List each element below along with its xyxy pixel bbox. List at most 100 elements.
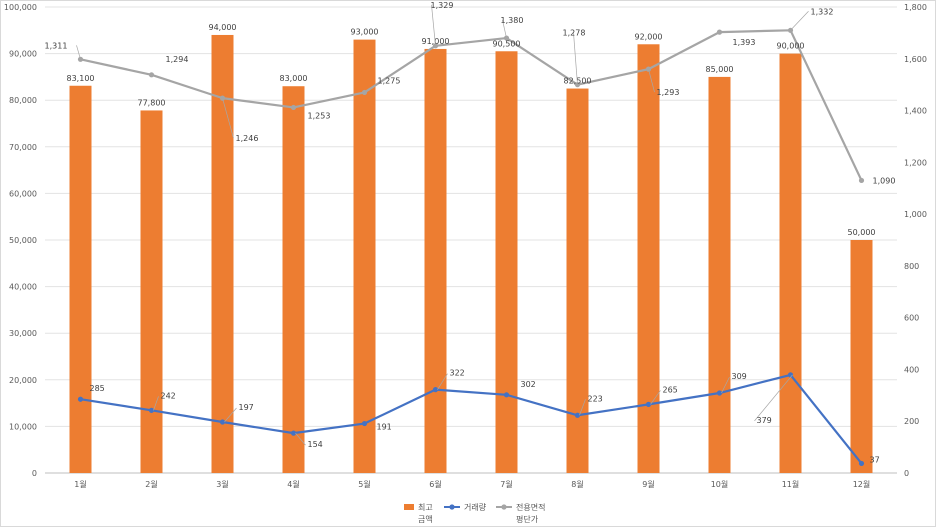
unit-price-data-label: 1,329 (431, 1, 454, 10)
left-y-axis: 0 10,000 20,000 30,000 40,000 50,000 60,000 70,… (4, 3, 37, 478)
legend-swatch-marker (449, 504, 455, 510)
left-tick-label: 40,000 (9, 283, 37, 292)
bar (69, 85, 92, 473)
volume-data-label: 302 (521, 380, 536, 389)
data-labels: 83,100 77,800 94,000 83,000 93,000 91,000 90,5… (45, 1, 896, 465)
volume-point (77, 396, 84, 402)
bar-data-label: 93,000 (351, 28, 379, 37)
right-tick-label: 1,200 (904, 158, 927, 167)
right-tick-label: 1,600 (904, 55, 927, 64)
bar-data-label: 77,800 (138, 98, 166, 107)
leader-line (754, 374, 793, 422)
volume-data-label: 242 (161, 391, 176, 400)
bar-data-label: 83,000 (280, 74, 308, 83)
left-tick-label: 70,000 (9, 143, 37, 152)
x-tick-label: 6월 (429, 479, 441, 489)
leader-line (437, 373, 448, 390)
volume-data-label: 154 (308, 440, 323, 449)
bar (637, 44, 660, 473)
volume-point (858, 460, 865, 467)
bar (850, 240, 873, 473)
unit-price-data-label: 1,246 (236, 134, 259, 143)
unit-price-data-label: 1,275 (378, 76, 401, 85)
legend-label-line2: 금액 (418, 514, 433, 524)
x-tick-label: 2월 (145, 479, 157, 489)
leader-line (650, 390, 661, 405)
volume-data-label: 37 (870, 455, 880, 464)
bar (424, 48, 447, 473)
right-tick-label: 400 (904, 365, 919, 374)
x-tick-label: 11월 (782, 479, 800, 489)
leader-line (502, 19, 507, 39)
x-tick-label: 4월 (287, 479, 299, 489)
legend-label: 전용면적 (516, 502, 545, 512)
volume-point (432, 387, 439, 393)
bar (566, 88, 589, 474)
x-tick-label: 8월 (571, 479, 583, 489)
right-tick-label: 1,800 (904, 3, 927, 12)
x-tick-label: 12월 (853, 479, 871, 489)
left-tick-label: 50,000 (9, 236, 37, 245)
leader-line (76, 45, 81, 60)
unit-price-data-label: 1,393 (733, 38, 756, 47)
unit-price-data-label: 1,090 (873, 176, 896, 185)
volume-point (148, 407, 155, 413)
right-y-axis: 0 200 400 600 800 1,000 1,200 1,400 1,600 1,800 (904, 3, 927, 478)
x-tick-label: 1월 (74, 479, 86, 489)
leader-line (721, 376, 730, 394)
bar-data-label: 50,000 (848, 228, 876, 237)
volume-point (361, 420, 368, 427)
unit-price-data-label: 1,311 (45, 41, 68, 50)
leader-line (295, 432, 306, 446)
volume-data-label: 191 (377, 423, 392, 432)
unit-price-point (858, 177, 865, 184)
volume-data-label: 322 (450, 369, 465, 378)
volume-point (645, 401, 652, 407)
x-tick-label: 10월 (711, 479, 729, 489)
left-tick-label: 80,000 (9, 96, 37, 105)
right-tick-label: 0 (904, 469, 909, 478)
volume-point (290, 430, 297, 436)
right-tick-label: 1,400 (904, 107, 927, 116)
leader-line (153, 396, 159, 411)
bar-data-label: 85,000 (706, 65, 734, 74)
bar-data-label: 90,500 (493, 39, 521, 48)
bar-data-label: 91,000 (422, 37, 450, 46)
unit-price-data-label: 1,278 (563, 29, 586, 38)
volume-data-label: 379 (757, 416, 772, 425)
unit-price-data-label: 1,380 (501, 16, 524, 25)
leader-line (648, 69, 655, 93)
unit-price-point (432, 43, 439, 49)
bar (211, 34, 234, 474)
bar-data-label: 83,100 (67, 74, 95, 83)
bar (282, 86, 305, 473)
volume-point (219, 419, 226, 425)
legend-label: 최고 (418, 502, 433, 512)
legend-swatch-bar (404, 504, 414, 510)
unit-price-point (716, 29, 723, 35)
left-tick-label: 20,000 (9, 376, 37, 385)
bar (353, 39, 376, 474)
x-tick-label: 3월 (216, 479, 228, 489)
bar (140, 110, 163, 474)
leader-line (579, 399, 586, 416)
leader-line (222, 98, 234, 139)
bar (495, 51, 518, 474)
leader-line (790, 11, 809, 31)
bar-data-label: 92,000 (635, 32, 663, 41)
x-tick-label: 7월 (500, 479, 512, 489)
unit-price-data-label: 1,294 (166, 55, 189, 64)
legend-swatch-marker (501, 504, 507, 510)
left-tick-label: 0 (32, 469, 37, 478)
line-series (77, 27, 865, 467)
volume-data-label: 285 (90, 384, 105, 393)
bar-data-label: 90,000 (777, 42, 805, 51)
unit-price-point (290, 104, 297, 111)
x-axis: 1월 2월 3월 4월 5월 6월 7월 8월 9월 10월 11월 12월 (74, 479, 870, 489)
x-tick-label: 9월 (642, 479, 654, 489)
right-tick-label: 600 (904, 314, 919, 323)
bar (779, 53, 802, 473)
left-tick-label: 60,000 (9, 189, 37, 198)
volume-point (574, 412, 581, 418)
